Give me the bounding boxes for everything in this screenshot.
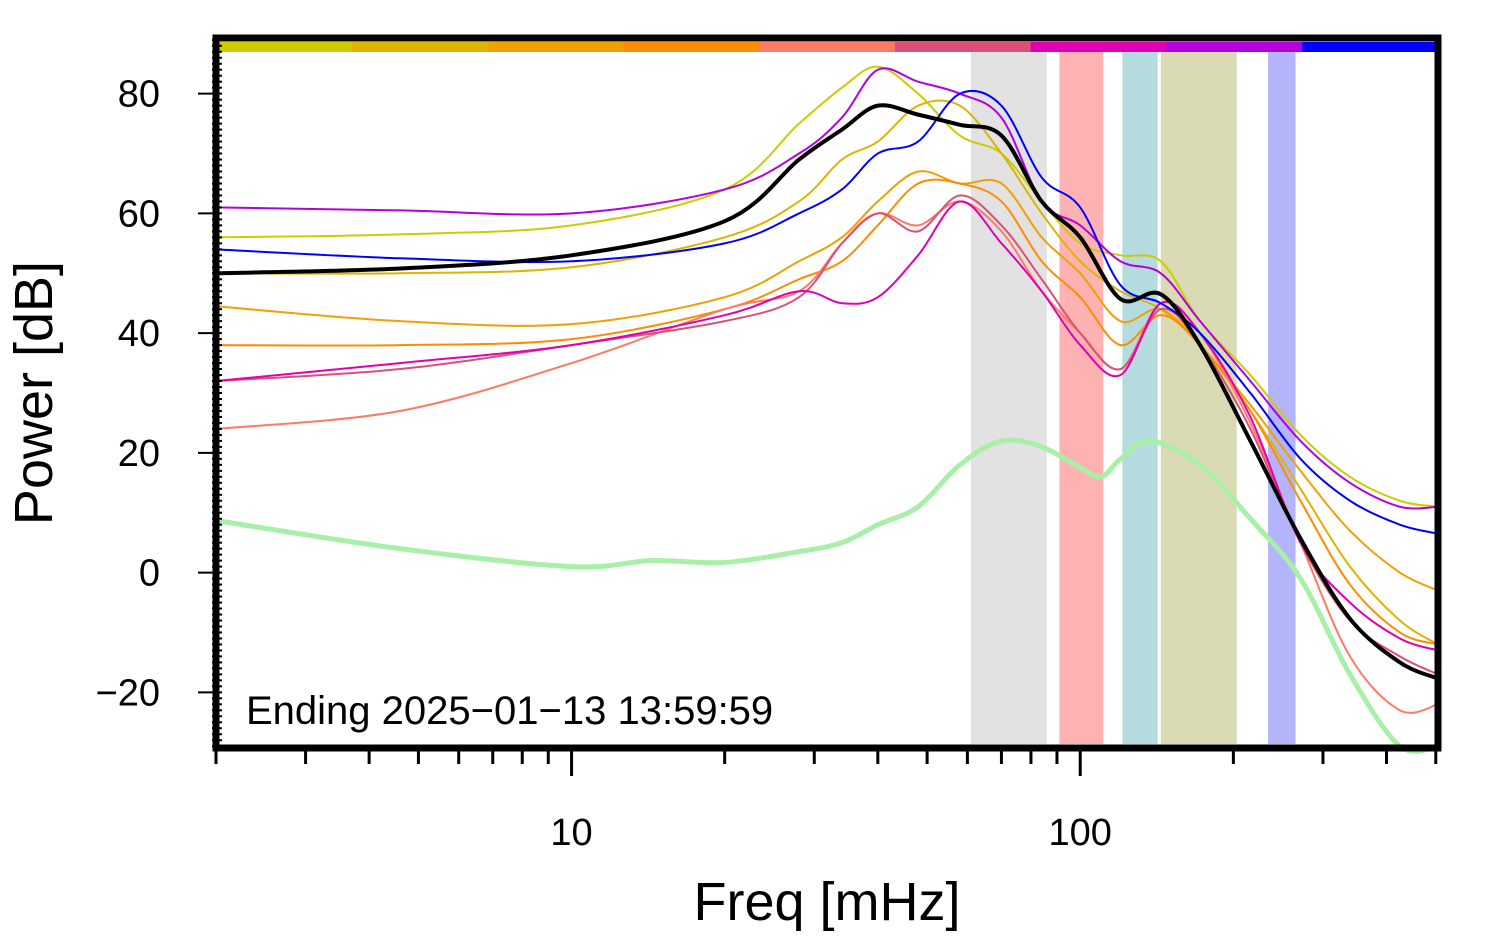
x-tick-label: 100 <box>1049 812 1112 854</box>
y-tick-labels: 80 60 40 20 0 −20 <box>96 74 160 715</box>
y-tick-label: 80 <box>118 74 160 116</box>
line-series-1 <box>215 65 1439 508</box>
line-noise <box>215 437 1439 754</box>
color-bar-segment <box>894 42 1032 52</box>
color-bar-segment <box>1030 42 1167 52</box>
color-bar-segment <box>487 42 624 52</box>
color-bar <box>216 42 1439 52</box>
line-series-2 <box>215 99 1439 646</box>
band <box>1059 52 1104 744</box>
color-bar-segment <box>216 42 353 52</box>
color-bar-segment <box>759 42 896 52</box>
x-tick-labels: 10 100 <box>550 812 1112 854</box>
x-tick-label: 10 <box>550 812 592 854</box>
line-series-9 <box>215 90 1439 535</box>
band <box>1122 52 1158 744</box>
y-axis-label: Power [dB] <box>4 261 64 525</box>
band <box>1268 52 1296 744</box>
x-axis-label: Freq [mHz] <box>693 872 960 932</box>
plot-frame <box>212 34 1442 752</box>
y-tick-label: 20 <box>118 433 160 475</box>
axis-ticks <box>198 38 1438 776</box>
y-tick-label: 60 <box>118 193 160 235</box>
timestamp-annotation: Ending 2025−01−13 13:59:59 <box>246 689 773 733</box>
line-series-3 <box>215 170 1439 592</box>
series-lines <box>215 65 1439 754</box>
y-tick-label: 0 <box>139 553 160 595</box>
color-bar-segment <box>623 42 760 52</box>
line-series-4 <box>215 178 1439 646</box>
y-tick-label: 40 <box>118 313 160 355</box>
band <box>971 52 1047 744</box>
color-bar-segment <box>351 42 489 52</box>
line-series-8 <box>215 67 1439 510</box>
line-series-5 <box>215 200 1439 714</box>
y-tick-label: −20 <box>96 672 160 714</box>
color-bar-segment <box>1302 42 1439 52</box>
band <box>1160 52 1237 744</box>
color-bar-segment <box>1166 42 1303 52</box>
line-mean <box>215 103 1439 681</box>
line-series-7 <box>215 200 1439 652</box>
